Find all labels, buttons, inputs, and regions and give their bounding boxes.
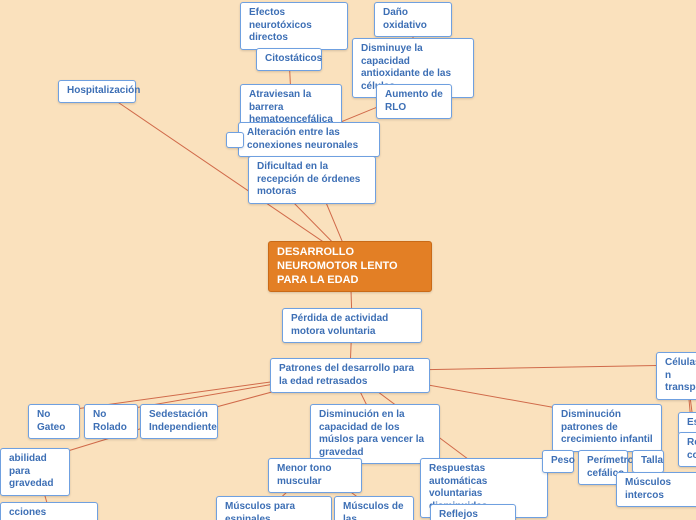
mindmap-canvas: DESARROLLO NEUROMOTOR LENTO PARA LA EDAD… bbox=[0, 0, 696, 520]
concept-node[interactable] bbox=[226, 132, 244, 148]
node-label: Dificultad en la recepción de órdenes mo… bbox=[257, 161, 367, 199]
node-label: No Rolado bbox=[93, 409, 129, 434]
node-label: Peso bbox=[551, 455, 565, 468]
concept-node[interactable]: Alteración entre las conexiones neuronal… bbox=[238, 122, 380, 157]
node-label: Células n transpo bbox=[665, 357, 696, 395]
node-label: Alteración entre las conexiones neuronal… bbox=[247, 127, 371, 152]
concept-node[interactable]: Células n transpo bbox=[656, 352, 696, 400]
node-label: Citostáticos bbox=[265, 53, 313, 66]
concept-node[interactable]: Daño oxidativo bbox=[374, 2, 452, 37]
node-label: abilidad para gravedad bbox=[9, 453, 61, 491]
node-label: Efectos neurotóxicos directos bbox=[249, 7, 339, 45]
node-label: Re con bbox=[687, 437, 696, 462]
node-label: Menor tono muscular bbox=[277, 463, 353, 488]
concept-node[interactable]: Dificultad en la recepción de órdenes mo… bbox=[248, 156, 376, 204]
concept-node[interactable]: Peso bbox=[542, 450, 574, 473]
concept-node[interactable]: Citostáticos bbox=[256, 48, 322, 71]
node-label: Disminución en la capacidad de los múslo… bbox=[319, 409, 431, 459]
node-label: Pérdida de actividad motora voluntaria bbox=[291, 313, 413, 338]
concept-node[interactable]: Disminución en la capacidad de los múslo… bbox=[310, 404, 440, 464]
root-node[interactable]: DESARROLLO NEUROMOTOR LENTO PARA LA EDAD bbox=[268, 241, 432, 292]
concept-node[interactable]: Efectos neurotóxicos directos bbox=[240, 2, 348, 50]
node-label: Est bbox=[687, 417, 696, 430]
node-label: Patrones del desarrollo para la edad ret… bbox=[279, 363, 421, 388]
node-label: Hospitalización bbox=[67, 85, 127, 98]
concept-node[interactable]: Hospitalización bbox=[58, 80, 136, 103]
concept-node[interactable]: No Gateo bbox=[28, 404, 80, 439]
concept-node[interactable]: Aumento de RLO bbox=[376, 84, 452, 119]
node-label: Sedestación Independiente bbox=[149, 409, 209, 434]
concept-node[interactable]: No Rolado bbox=[84, 404, 138, 439]
concept-node[interactable]: Sedestación Independiente bbox=[140, 404, 218, 439]
node-label: No Gateo bbox=[37, 409, 71, 434]
node-label: Perímetro cefálico bbox=[587, 455, 619, 480]
concept-node[interactable]: Patrones del desarrollo para la edad ret… bbox=[270, 358, 430, 393]
concept-node[interactable]: Talla bbox=[632, 450, 664, 473]
node-label: cciones voluntarias bbox=[9, 507, 89, 520]
node-label: Daño oxidativo bbox=[383, 7, 443, 32]
node-label: Atraviesan la barrera hematoencefálica bbox=[249, 89, 333, 127]
concept-node[interactable]: Re con bbox=[678, 432, 696, 467]
node-label: Músculos de las extremidades bbox=[343, 501, 405, 520]
concept-node[interactable]: Músculos de las extremidades bbox=[334, 496, 414, 520]
concept-node[interactable]: Músculos intercos bbox=[616, 472, 696, 507]
node-label: Disminución patrones de crecimiento infa… bbox=[561, 409, 653, 447]
concept-node[interactable]: Pérdida de actividad motora voluntaria bbox=[282, 308, 422, 343]
concept-node[interactable]: Disminución patrones de crecimiento infa… bbox=[552, 404, 662, 452]
concept-node[interactable]: abilidad para gravedad bbox=[0, 448, 70, 496]
node-label: Músculos para espinales bbox=[225, 501, 323, 520]
concept-node[interactable]: cciones voluntarias bbox=[0, 502, 98, 520]
concept-node[interactable]: Reflejos primitivos bbox=[430, 504, 516, 520]
node-label: Talla bbox=[641, 455, 655, 468]
node-label: Reflejos primitivos bbox=[439, 509, 507, 520]
concept-node[interactable]: Menor tono muscular bbox=[268, 458, 362, 493]
concept-node[interactable]: Músculos para espinales bbox=[216, 496, 332, 520]
node-label: DESARROLLO NEUROMOTOR LENTO PARA LA EDAD bbox=[277, 246, 423, 287]
node-label: Músculos intercos bbox=[625, 477, 696, 502]
node-label: Aumento de RLO bbox=[385, 89, 443, 114]
